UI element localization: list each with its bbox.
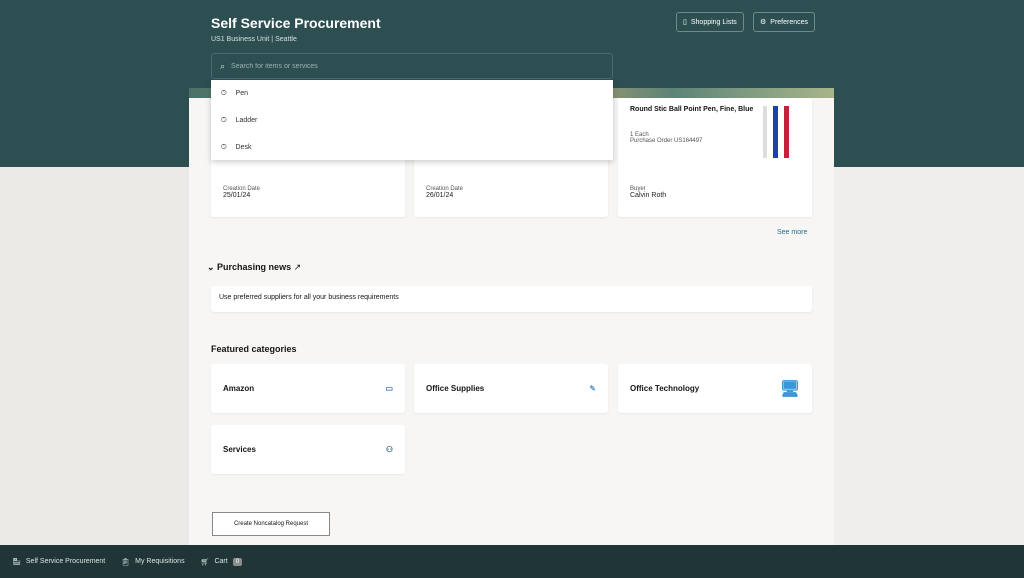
pencil-cup-icon: ✎ <box>589 384 596 393</box>
category-office-supplies[interactable]: Office Supplies ✎ <box>414 364 608 413</box>
category-label: Office Technology <box>630 384 700 393</box>
business-unit[interactable]: US1 Business Unit | Seattle <box>211 36 297 43</box>
category-label: Services <box>223 445 256 454</box>
search-icon: ⌕ <box>220 60 226 71</box>
shopping-lists-label: Shopping Lists <box>690 18 737 26</box>
recent-search-item[interactable]: 🕓︎ Desk <box>211 134 613 161</box>
gear-icon: ⚙ <box>760 19 767 26</box>
history-icon: 🕓︎ <box>221 116 227 124</box>
bottom-nav: 🏪︎ Self Service Procurement 📋︎ My Requisit… <box>0 545 1024 578</box>
card-value: 26/01/24 <box>426 192 454 199</box>
preferences-button[interactable]: ⚙ Preferences <box>753 12 816 32</box>
category-label: Amazon <box>223 384 255 393</box>
recent-search-label: Pen <box>235 90 249 97</box>
amazon-icon: ▭ <box>385 384 393 393</box>
shopping-lists-button[interactable]: ▯ Shopping Lists <box>676 12 744 32</box>
nav-self-service-procurement[interactable]: 🏪︎ Self Service Procurement <box>12 558 105 566</box>
purchase-order: Purchase Order US164497 <box>630 138 703 144</box>
background-left <box>0 167 189 545</box>
history-icon: 🕓︎ <box>221 143 227 151</box>
category-label: Office Supplies <box>426 384 485 393</box>
card-label: Creation Date <box>426 186 464 192</box>
background-right <box>834 167 1024 545</box>
item-quantity: 1 Each <box>630 132 649 138</box>
card-label: Buyer <box>630 186 646 192</box>
nav-label: My Requisitions <box>135 558 185 565</box>
nav-label: Self Service Procurement <box>25 558 106 565</box>
category-services[interactable]: Services ⚇ <box>211 425 405 474</box>
search-bar[interactable]: ⌕ <box>211 53 613 79</box>
external-link-icon: ↗ <box>293 262 302 272</box>
recent-search-label: Ladder <box>235 117 258 124</box>
page-title: Self Service Procurement <box>211 15 381 31</box>
card-value: Calvin Roth <box>630 192 667 199</box>
create-noncatalog-request-button[interactable]: Create Noncatalog Request <box>212 512 330 536</box>
cart-count-badge: 0 <box>232 557 243 566</box>
item-title[interactable]: Round Stic Ball Point Pen, Fine, Blue <box>630 106 754 113</box>
search-input[interactable] <box>231 62 592 70</box>
chevron-down-icon: ⌄ <box>207 262 218 272</box>
list-icon: ▯ <box>683 19 687 26</box>
store-icon: 🏪︎ <box>12 558 21 566</box>
purchasing-news-header[interactable]: ⌄ Purchasing news ↗ <box>207 262 301 273</box>
recent-card[interactable]: Round Stic Ball Point Pen, Fine, Blue 1 … <box>618 98 812 217</box>
news-title: Purchasing news <box>217 262 292 272</box>
card-label: Creation Date <box>223 186 261 192</box>
cart-icon: 🛒︎ <box>200 558 210 566</box>
nav-my-requisitions[interactable]: 📋︎ My Requisitions <box>121 558 184 566</box>
recent-search-item[interactable]: 🕓︎ Ladder <box>211 107 613 134</box>
see-more-link[interactable]: See more <box>777 229 808 236</box>
pens-image <box>763 106 789 158</box>
card-value: 25/01/24 <box>223 192 251 199</box>
preferences-label: Preferences <box>770 18 809 26</box>
monitor-icon: 🖥︎ <box>779 380 800 398</box>
nav-cart[interactable]: 🛒︎ Cart 0 <box>200 557 243 566</box>
history-icon: 🕓︎ <box>221 89 227 97</box>
people-icon: ⚇ <box>385 445 393 454</box>
recent-search-item[interactable]: 🕓︎ Pen <box>211 80 613 107</box>
category-office-technology[interactable]: Office Technology 🖥︎ <box>618 364 812 413</box>
recent-searches-dropdown: 🕓︎ Pen 🕓︎ Ladder 🕓︎ Desk <box>211 80 613 160</box>
featured-title: Featured categories <box>211 344 297 354</box>
clipboard-icon: 📋︎ <box>121 558 131 566</box>
category-amazon[interactable]: Amazon ▭ <box>211 364 405 413</box>
nav-label: Cart <box>214 558 228 565</box>
recent-search-label: Desk <box>235 144 252 151</box>
news-item: Use preferred suppliers for all your bus… <box>211 286 812 312</box>
